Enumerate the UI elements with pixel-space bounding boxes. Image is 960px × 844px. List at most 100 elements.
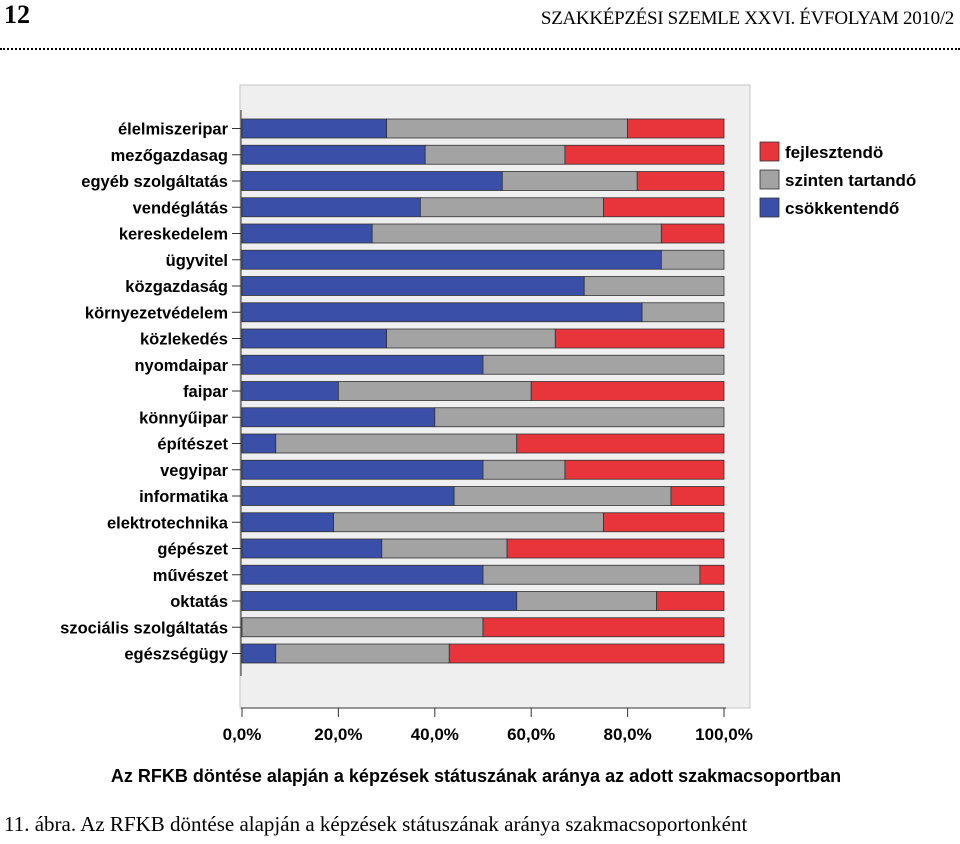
bar-muveszet-csokkentendo — [241, 564, 484, 585]
figure-caption: 11. ábra. Az RFKB döntése alapján a képz… — [4, 812, 748, 836]
bar-vegyipar-csokkentendo — [241, 459, 484, 480]
category-label: oktatás — [170, 593, 228, 611]
legend-swatch-fejlesztendo — [759, 141, 780, 162]
category-label: művészet — [153, 567, 229, 585]
category-label: építészet — [157, 436, 228, 454]
x-tick-label: 0,0% — [223, 725, 262, 744]
bar-vendeglatas-fejlesztendo — [603, 197, 725, 218]
category-label: környezetvédelem — [85, 304, 228, 322]
bars-group — [241, 118, 725, 664]
category-label: gépészet — [157, 541, 228, 559]
category-label: vegyipar — [160, 462, 228, 480]
bar-faipar-szinten-tartando — [337, 381, 532, 401]
bar-informatika-csokkentendo — [241, 486, 455, 506]
bar-mezogazdasag-szinten-tartando — [424, 144, 566, 165]
category-label: élelmiszeripar — [118, 121, 229, 139]
bar-faipar-fejlesztendo — [530, 381, 725, 401]
legend-label-fejlesztendo: fejlesztendö — [785, 143, 883, 162]
bar-mezogazdasag-csokkentendo — [241, 144, 426, 165]
category-label: könnyűipar — [139, 409, 229, 427]
bar-oktatas-csokkentendo — [241, 591, 518, 611]
category-label: mezőgazdasag — [111, 147, 228, 165]
legend: fejlesztendö szinten tartandó csökkentendő — [759, 141, 916, 218]
bar-vegyipar-fejlesztendo — [564, 459, 725, 480]
bar-muveszet-szinten-tartando — [482, 564, 701, 585]
bar-ugyvitel-csokkentendo — [241, 249, 662, 270]
bar-kozlekedes-fejlesztendo — [554, 328, 725, 349]
category-label: faipar — [183, 383, 229, 401]
category-label: nyomdaipar — [134, 357, 228, 375]
bar-egyeb-szolgaltatas-fejlesztendo — [636, 171, 725, 191]
bar-vendeglatas-szinten-tartando — [419, 197, 604, 218]
bar-kereskedelem-szinten-tartando — [371, 223, 662, 244]
bar-kereskedelem-fejlesztendo — [660, 223, 725, 244]
bar-elektrotechnika-szinten-tartando — [333, 512, 604, 533]
x-tick-label: 80,0% — [603, 725, 651, 744]
category-label: közgazdaság — [125, 278, 228, 296]
category-label: informatika — [139, 488, 229, 506]
stacked-bar-chart: élelmiszeripar mezőgazdasag egyéb szolgált… — [60, 84, 916, 786]
bar-elelmiszeripar-csokkentendo — [241, 118, 388, 139]
bar-gepeszet-szinten-tartando — [381, 538, 508, 559]
category-label: ügyvitel — [166, 252, 228, 270]
bar-gepeszet-fejlesztendo — [506, 538, 725, 559]
bar-ugyvitel-szinten-tartando — [660, 249, 725, 270]
bar-nyomdaipar-szinten-tartando — [482, 354, 725, 375]
bar-szocialis-szolgaltatas-szinten-tartando — [241, 617, 484, 638]
legend-label-szinten-tartando: szinten tartandó — [785, 171, 916, 190]
bar-oktatas-szinten-tartando — [516, 591, 657, 611]
category-label: egyéb szolgáltatás — [81, 173, 228, 191]
bar-kozgazdasag-szinten-tartando — [583, 276, 725, 296]
bar-nyomdaipar-csokkentendo — [241, 354, 484, 375]
bar-egeszsegugy-szinten-tartando — [275, 643, 450, 664]
bar-egyeb-szolgaltatas-csokkentendo — [241, 171, 503, 191]
bar-informatika-szinten-tartando — [453, 486, 672, 506]
bar-oktatas-fejlesztendo — [656, 591, 725, 611]
category-label: vendéglátás — [133, 199, 228, 217]
category-labels: élelmiszeripar mezőgazdasag egyéb szolgált… — [60, 121, 241, 664]
bar-epiteszet-fejlesztendo — [516, 433, 725, 454]
bar-kornyezetvedelem-szinten-tartando — [641, 302, 725, 323]
bar-faipar-csokkentendo — [241, 381, 339, 401]
bar-kornyezetvedelem-csokkentendo — [241, 302, 643, 323]
x-tick-label: 40,0% — [411, 725, 459, 744]
legend-swatch-csokkentendo — [759, 197, 780, 218]
bar-elektrotechnika-fejlesztendo — [603, 512, 725, 533]
bar-vendeglatas-csokkentendo — [241, 197, 421, 218]
bar-egeszsegugy-csokkentendo — [241, 643, 277, 664]
bar-epiteszet-csokkentendo — [241, 433, 277, 454]
category-label: szociális szolgáltatás — [60, 619, 228, 637]
bar-gepeszet-csokkentendo — [241, 538, 383, 559]
bar-elektrotechnika-csokkentendo — [241, 512, 334, 533]
bar-informatika-fejlesztendo — [670, 486, 725, 506]
bar-kozgazdasag-csokkentendo — [241, 276, 585, 296]
bar-egyeb-szolgaltatas-szinten-tartando — [501, 171, 638, 191]
x-tick-label: 100,0% — [695, 725, 753, 744]
x-axis: 0,0% 20,0% 40,0% 60,0% 80,0% 100,0% — [223, 110, 753, 744]
legend-label-csokkentendo: csökkentendő — [785, 199, 899, 218]
legend-swatch-szinten-tartando — [759, 169, 780, 190]
bar-elelmiszeripar-szinten-tartando — [386, 118, 629, 139]
bar-konnyuipar-csokkentendo — [241, 407, 436, 428]
category-label: kereskedelem — [119, 226, 228, 244]
category-label: egészségügy — [124, 646, 228, 664]
bar-szocialis-szolgaltatas-fejlesztendo — [482, 617, 725, 638]
page-number: 12 — [4, 0, 30, 29]
bar-kereskedelem-csokkentendo — [241, 223, 373, 244]
x-tick-label: 20,0% — [314, 725, 362, 744]
page-header: 12 SZAKKÉPZÉSI SZEMLE XXVI. ÉVFOLYAM 201… — [0, 0, 960, 50]
bar-epiteszet-szinten-tartando — [275, 433, 518, 454]
category-label: elektrotechnika — [107, 514, 229, 532]
bar-muveszet-fejlesztendo — [699, 564, 725, 585]
bar-kozlekedes-szinten-tartando — [386, 328, 556, 349]
bar-egeszsegugy-fejlesztendo — [448, 643, 725, 664]
bar-konnyuipar-szinten-tartando — [434, 407, 725, 428]
journal-title: SZAKKÉPZÉSI SZEMLE XXVI. ÉVFOLYAM 2010/2 — [540, 8, 954, 29]
x-axis-label: Az RFKB döntése alapján a képzések státu… — [111, 766, 841, 786]
bar-vegyipar-szinten-tartando — [482, 459, 566, 480]
category-label: közlekedés — [140, 331, 228, 349]
bar-kozlekedes-csokkentendo — [241, 328, 388, 349]
bar-elelmiszeripar-fejlesztendo — [627, 118, 725, 139]
x-tick-label: 60,0% — [507, 725, 555, 744]
bar-mezogazdasag-fejlesztendo — [564, 144, 725, 165]
